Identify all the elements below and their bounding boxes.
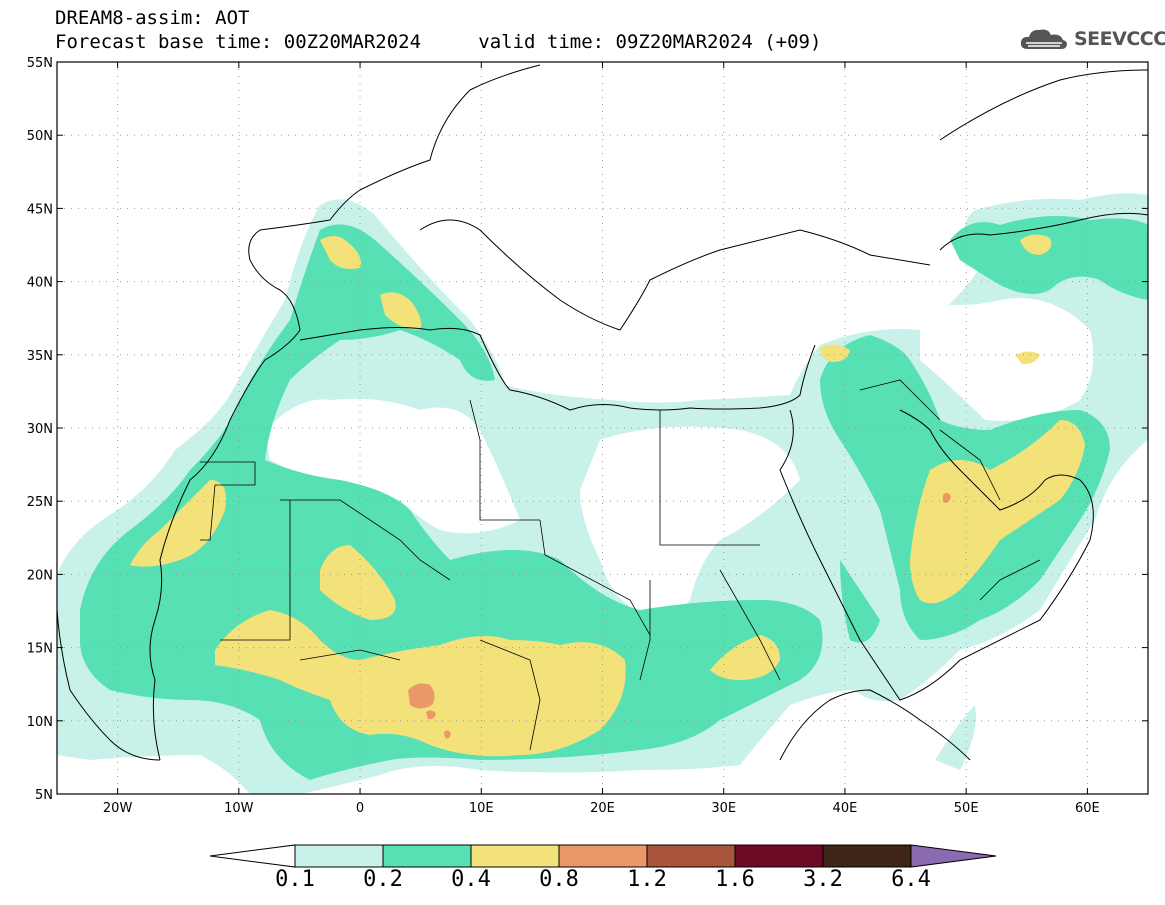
lon-tick-label: 0: [356, 801, 364, 816]
lat-tick-label: 15N: [27, 642, 53, 657]
lon-tick-label: 50E: [954, 801, 979, 816]
lat-tick-label: 35N: [27, 349, 53, 364]
lat-tick-label: 25N: [27, 495, 53, 510]
coastlines: [57, 64, 1148, 761]
aot-band-below-0.1: [265, 298, 1094, 620]
valid-time: valid time: 09Z20MAR2024 (+09): [478, 31, 822, 53]
colorbar-segment: [734, 844, 824, 868]
colorbar-segment: [470, 844, 560, 868]
lat-axis: 55N 50N 45N 40N 35N 30N 25N 20N 15N 10N 5N: [27, 56, 1148, 803]
colorbar-segment: [822, 844, 912, 868]
base-time: Forecast base time: 00Z20MAR2024: [55, 31, 422, 53]
lon-tick-label: 40E: [833, 801, 858, 816]
lon-tick-label: 10W: [224, 801, 254, 816]
colorbar-segment: [382, 844, 472, 868]
colorbar: [209, 844, 997, 868]
colorbar-label: 0.8: [539, 867, 579, 892]
aot-field: [57, 193, 1148, 794]
lat-tick-label: 50N: [27, 129, 53, 144]
lat-tick-label: 5N: [35, 788, 53, 803]
lat-tick-label: 45N: [27, 202, 53, 217]
seevccc-logo: SEEVCCC: [1018, 24, 1165, 54]
colorbar-label: 1.6: [715, 867, 755, 892]
colorbar-label: 6.4: [891, 867, 931, 892]
lon-tick-label: 10E: [469, 801, 494, 816]
time-info: Forecast base time: 00Z20MAR2024 valid t…: [55, 31, 821, 53]
colorbar-label: 1.2: [627, 867, 667, 892]
lon-tick-label: 20E: [590, 801, 615, 816]
colorbar-low-arrow: [209, 844, 296, 868]
lon-tick-label: 60E: [1075, 801, 1100, 816]
colorbar-high-arrow: [910, 844, 997, 868]
lat-tick-label: 10N: [27, 715, 53, 730]
colorbar-segment: [294, 844, 384, 868]
borders: [200, 379, 1041, 751]
lat-tick-label: 30N: [27, 422, 53, 437]
lon-tick-label: 20W: [103, 801, 133, 816]
logo-text: SEEVCCC: [1074, 28, 1165, 50]
colorbar-segment: [558, 844, 648, 868]
cloud-icon: [1020, 29, 1067, 49]
map-title: DREAM8-assim: AOT: [55, 7, 250, 29]
colorbar-label: 0.2: [363, 867, 403, 892]
aot-band-0.8: [408, 492, 951, 739]
colorbar-label: 0.1: [275, 867, 315, 892]
lat-tick-label: 40N: [27, 276, 53, 291]
aot-band-0.4: [130, 234, 1085, 757]
lon-tick-label: 30E: [711, 801, 736, 816]
colorbar-label: 3.2: [803, 867, 843, 892]
gridlines: [57, 62, 1148, 794]
colorbar-label: 0.4: [451, 867, 491, 892]
lat-tick-label: 55N: [27, 56, 53, 71]
lon-axis: 20W 10W 0 10E 20E 30E 40E 50E 60E: [103, 62, 1100, 816]
colorbar-segment: [646, 844, 736, 868]
lat-tick-label: 20N: [27, 568, 53, 583]
